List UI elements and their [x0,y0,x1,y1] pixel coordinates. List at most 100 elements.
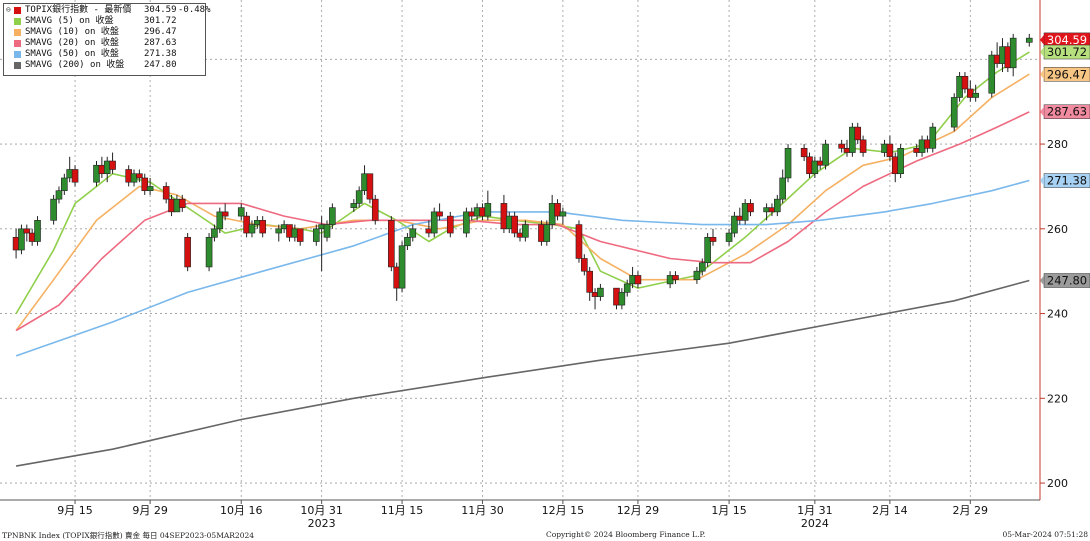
candle-down [581,258,588,272]
year-label: 2023 [308,517,336,530]
candle-up [1009,37,1017,69]
legend-entry-sma200: SMAVG (200) on 收盤 247.80 [6,60,204,71]
candle-up [811,160,819,175]
legend-entry-price: TOPIX銀行指數 - 最新價 304.59 -0.48% [6,5,211,16]
value-tag-pointer [1040,34,1044,45]
legend-swatch [14,62,21,69]
candle-down [838,143,845,149]
candle-down [388,220,395,268]
y-tick-label: 280 [1047,138,1068,151]
legend-collapse-icon[interactable]: ⊖ [6,5,11,14]
candle-down [366,173,374,200]
candle-up [237,207,245,217]
x-tick-label: 1月 31 [797,504,833,517]
legend-swatch [14,7,21,14]
candles [12,33,1033,310]
x-tick-label: 12月 29 [617,504,660,517]
x-tick-label: 1月 15 [711,504,747,517]
year-label: 2024 [801,517,829,530]
candle-down [71,169,79,183]
candle-up [693,270,701,280]
y-tick-label: 240 [1047,308,1068,321]
x-tick-label: 2月 14 [872,504,908,517]
ma-line-200 [15,279,1030,467]
candle-down [162,186,170,200]
candle-down [447,215,454,234]
legend-change: -0.48% [178,5,211,15]
value-tag-pointer [1040,275,1044,286]
ma-line-50 [15,179,1030,357]
candle-up [774,198,781,213]
candle-down [854,126,862,141]
value-tag-pointer [1040,175,1044,186]
candle-up [248,224,256,234]
legend-value: 304.59 [144,5,177,15]
candle-down [221,211,229,217]
candle-up [216,211,224,230]
footer-copyright: Copyright© 2024 Bloomberg Finance L.P. [546,530,706,539]
ma-line-10 [15,73,1030,331]
candle-up [522,224,529,238]
x-tick-label: 10月 16 [220,504,263,517]
candle-up [275,228,283,234]
candle-up [484,203,492,217]
candle-up [972,92,979,98]
candle-up [463,211,470,234]
candle-up [430,211,438,234]
value-tag-pointer [1040,69,1044,80]
legend-label: SMAVG (20) on 收盤 [25,38,119,48]
candle-down [23,228,31,234]
legend-label: SMAVG (50) on 收盤 [25,49,119,59]
candle-down [511,215,518,234]
candle-down [184,236,191,268]
candle-up [950,97,958,128]
legend-entry-sma10: SMAVG (10) on 收盤 296.47 [6,27,204,38]
value-tag-label: 247.80 [1047,274,1087,288]
candle-down [886,143,894,158]
candle-down [136,173,143,179]
axes: 200 220 240 260 280 9月 15 9月 29 10月 16 10月 31 11月… [0,0,1068,530]
candle-up [731,215,738,234]
y-tick-label: 200 [1047,477,1068,490]
candle-up [398,245,406,289]
candle-down [554,203,561,217]
candle-up [543,224,551,242]
candle-down [800,148,808,158]
candle-up [312,228,320,242]
candle-up [329,207,336,225]
ma-line-5 [15,51,1030,315]
candle-up [1025,37,1033,43]
candle-down [672,275,679,280]
y-tick-label: 220 [1047,392,1068,405]
candle-down [178,198,186,208]
candle-up [698,262,706,272]
legend-swatch [14,40,21,47]
legend-entry-sma5: SMAVG (5) on 收盤 301.72 [6,16,204,27]
candle-down [859,139,867,153]
candle-up [559,211,567,217]
candle-up [725,232,733,242]
value-tag-label: 304.59 [1047,33,1087,47]
candle-up [409,228,417,238]
legend-label: SMAVG (200) on 收盤 [25,60,125,70]
candle-down [259,220,266,234]
candle-up [55,190,63,200]
candle-up [146,186,154,191]
legend-label: SMAVG (5) on 收盤 [25,16,114,26]
candle-down [436,211,443,217]
candle-up [350,203,358,208]
value-tag-label: 271.38 [1047,174,1087,188]
legend-entry-sma20: SMAVG (20) on 收盤 287.63 [6,38,204,49]
candle-down [296,228,304,242]
candle-up [404,236,411,247]
candle-up [618,292,626,306]
candle-up [779,177,786,200]
candle-up [704,236,711,264]
candle-up [897,148,904,175]
value-tag-label: 287.63 [1047,105,1087,119]
x-tick-label: 11月 30 [461,504,504,517]
candle-up [50,198,57,221]
x-tick-label: 9月 15 [57,504,93,517]
